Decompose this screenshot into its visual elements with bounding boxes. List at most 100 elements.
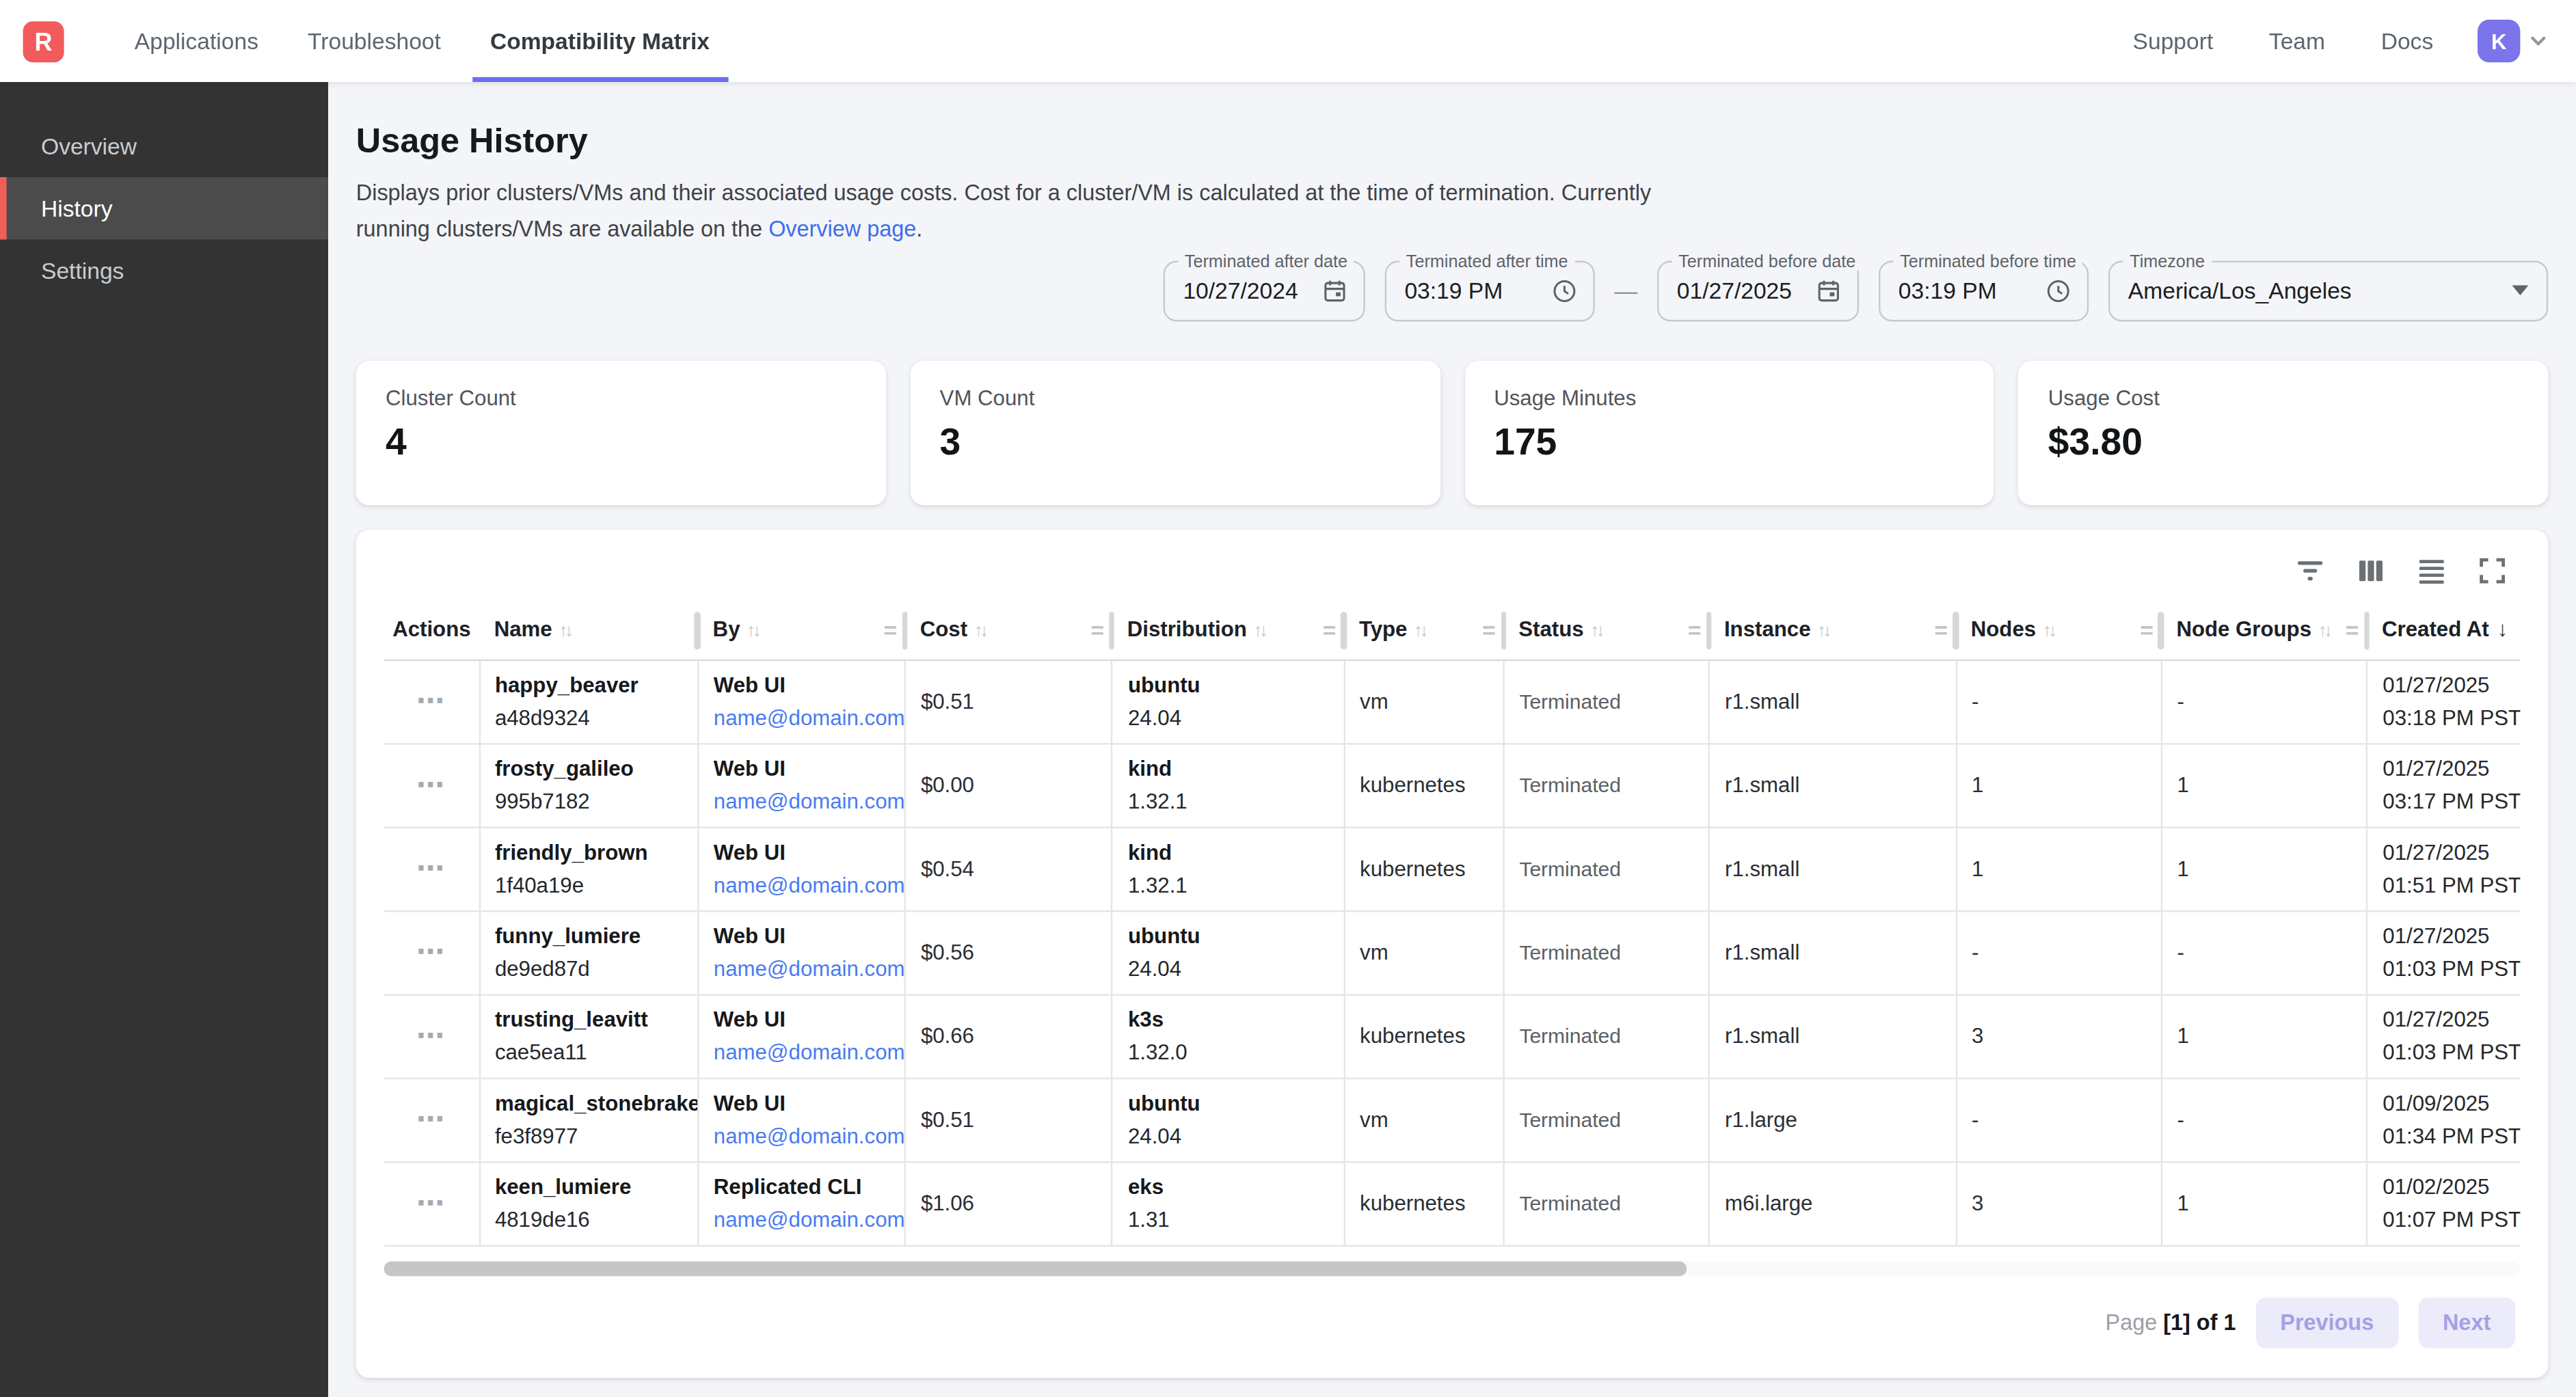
brand-logo[interactable]: R xyxy=(23,0,64,82)
column-resize-grip[interactable]: = xyxy=(1323,616,1337,642)
clock-icon[interactable] xyxy=(2044,277,2072,305)
horizontal-scrollbar-thumb[interactable] xyxy=(384,1262,1687,1277)
column-header-nodes[interactable]: Nodes↑↓= xyxy=(1956,600,2162,661)
column-header-label: By xyxy=(713,618,740,642)
nav-item-team[interactable]: Team xyxy=(2251,0,2343,82)
created-by-email-link[interactable]: name@domain.com xyxy=(714,870,891,903)
timezone-select[interactable]: Timezone America/Los_Angeles xyxy=(2108,260,2548,321)
sidebar-item-overview[interactable]: Overview xyxy=(0,115,328,177)
column-header-name[interactable]: Name↑↓ xyxy=(479,600,698,661)
terminated-after-time-field[interactable]: Terminated after time xyxy=(1385,260,1595,321)
sort-arrows-icon[interactable]: ↑↓ xyxy=(559,621,570,640)
cell-instance: m6i.large xyxy=(1709,1163,1956,1246)
column-resize-grip[interactable]: = xyxy=(1934,616,1948,642)
created-by-email-link[interactable]: name@domain.com xyxy=(714,786,891,819)
column-header-instance[interactable]: Instance↑↓= xyxy=(1709,600,1956,661)
row-actions-button[interactable]: ⋯ xyxy=(416,853,446,884)
created-date: 01/27/2025 xyxy=(2383,921,2507,953)
sort-arrows-icon[interactable]: ↑↓ xyxy=(974,621,986,640)
sort-arrows-icon[interactable]: ↑↓ xyxy=(1253,621,1265,640)
column-resize-grip[interactable]: = xyxy=(2346,616,2359,642)
nav-item-docs[interactable]: Docs xyxy=(2363,0,2451,82)
cell-status: Terminated xyxy=(1504,1079,1710,1163)
cell-instance: r1.small xyxy=(1709,912,1956,995)
columns-icon[interactable] xyxy=(2351,551,2391,591)
created-by-email-link[interactable]: name@domain.com xyxy=(714,1037,891,1070)
overview-page-link[interactable]: Overview page xyxy=(768,216,916,241)
column-header-node-groups[interactable]: Node Groups↑↓= xyxy=(2162,600,2367,661)
row-actions-button[interactable]: ⋯ xyxy=(416,1020,446,1052)
column-resize-grip[interactable]: = xyxy=(883,616,897,642)
created-by-email-link[interactable]: name@domain.com xyxy=(714,1121,891,1154)
cell-type: kubernetes xyxy=(1344,828,1503,911)
user-menu[interactable]: K xyxy=(2478,0,2550,82)
cell-distribution: ubuntu24.04 xyxy=(1112,661,1344,744)
terminated-after-date-input[interactable] xyxy=(1183,277,1314,303)
column-header-status[interactable]: Status↑↓= xyxy=(1504,600,1710,661)
status-text: Terminated xyxy=(1519,1193,1620,1216)
terminated-after-time-input[interactable] xyxy=(1404,277,1544,303)
sort-arrows-icon[interactable]: ↑↓ xyxy=(747,621,758,640)
cell-by: Web UIname@domain.com xyxy=(698,744,905,828)
row-actions-button[interactable]: ⋯ xyxy=(416,770,446,801)
column-resize-grip[interactable]: = xyxy=(1688,616,1702,642)
column-header-type[interactable]: Type ↑↓ = xyxy=(1344,600,1503,661)
next-page-button[interactable]: Next xyxy=(2418,1298,2515,1348)
cell-secondary-text: 1.31 xyxy=(1128,1204,1330,1237)
sidebar-item-settings[interactable]: Settings xyxy=(0,239,328,301)
cell-text: 1 xyxy=(2177,856,2189,881)
sort-arrows-icon[interactable]: ↑↓ xyxy=(1817,621,1829,640)
column-header-label: Type xyxy=(1359,618,1408,642)
sidebar-item-history[interactable]: History xyxy=(0,177,328,239)
clock-icon[interactable] xyxy=(1551,277,1579,305)
cell-name: funny_lumierede9ed87d xyxy=(479,912,698,995)
cell-primary-text: trusting_leavitt xyxy=(495,1004,684,1037)
nav-item-applications[interactable]: Applications xyxy=(116,0,276,82)
terminated-before-date-input[interactable] xyxy=(1677,277,1808,303)
column-header-cost[interactable]: Cost↑↓= xyxy=(905,600,1112,661)
cell-status: Terminated xyxy=(1504,1163,1710,1246)
terminated-before-time-field[interactable]: Terminated before time xyxy=(1879,260,2089,321)
created-by-email-link[interactable]: name@domain.com xyxy=(714,953,891,986)
created-by-email-link[interactable]: name@domain.com xyxy=(714,703,891,735)
timezone-label: Timezone xyxy=(2123,251,2212,271)
previous-page-button[interactable]: Previous xyxy=(2255,1298,2398,1348)
created-date: 01/27/2025 xyxy=(2383,669,2507,702)
nav-item-troubleshoot[interactable]: Troubleshoot xyxy=(290,0,459,82)
sort-arrows-icon[interactable]: ↑↓ xyxy=(1414,621,1425,640)
sort-arrows-icon[interactable]: ↑↓ xyxy=(2318,621,2330,640)
calendar-icon[interactable] xyxy=(1814,277,1842,305)
fullscreen-icon[interactable] xyxy=(2473,551,2512,591)
horizontal-scrollbar-track[interactable] xyxy=(384,1262,2521,1277)
cell-text: $0.00 xyxy=(921,773,974,798)
column-header-by[interactable]: By ↑↓ = xyxy=(698,600,905,661)
filter-icon[interactable] xyxy=(2290,551,2330,591)
column-resize-grip[interactable]: = xyxy=(1482,616,1496,642)
terminated-after-date-label: Terminated after date xyxy=(1178,251,1354,271)
density-icon[interactable] xyxy=(2412,551,2452,591)
sort-desc-arrow-icon[interactable]: ↓ xyxy=(2497,618,2508,642)
row-actions-button[interactable]: ⋯ xyxy=(416,1188,446,1219)
sort-arrows-icon[interactable]: ↑↓ xyxy=(1590,621,1602,640)
row-actions-button[interactable]: ⋯ xyxy=(416,686,446,717)
nav-item-support[interactable]: Support xyxy=(2115,0,2231,82)
created-by-email-link[interactable]: name@domain.com xyxy=(714,1204,891,1237)
column-resize-grip[interactable]: = xyxy=(2140,616,2154,642)
column-resize-grip[interactable]: = xyxy=(1091,616,1105,642)
row-actions-button[interactable]: ⋯ xyxy=(416,937,446,968)
terminated-after-date-field[interactable]: Terminated after date xyxy=(1164,260,1365,321)
cell-primary-text: frosty_galileo xyxy=(495,753,684,786)
cell-node-groups: 1 xyxy=(2162,1163,2367,1246)
calendar-icon[interactable] xyxy=(1321,277,1349,305)
terminated-before-time-input[interactable] xyxy=(1899,277,2038,303)
column-header-created-at[interactable]: Created At↓ xyxy=(2367,600,2520,661)
sort-arrows-icon[interactable]: ↑↓ xyxy=(2043,621,2054,640)
row-actions-button[interactable]: ⋯ xyxy=(416,1104,446,1135)
column-divider xyxy=(1953,612,1958,649)
column-header-distribution[interactable]: Distribution↑↓= xyxy=(1112,600,1344,661)
stat-value: $3.80 xyxy=(2048,420,2519,464)
terminated-before-date-field[interactable]: Terminated before date xyxy=(1657,260,1859,321)
nav-item-compatibility-matrix[interactable]: Compatibility Matrix xyxy=(472,0,727,82)
cell-primary-text: eks xyxy=(1128,1171,1330,1204)
cell-text: $0.51 xyxy=(921,689,974,714)
